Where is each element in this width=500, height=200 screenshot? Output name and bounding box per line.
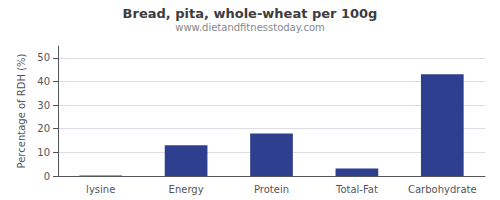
svg-text:40: 40 [37,76,50,87]
svg-text:www.dietandfitnesstoday.com: www.dietandfitnesstoday.com [175,22,324,33]
svg-text:Bread, pita, whole-wheat per 1: Bread, pita, whole-wheat per 100g [123,6,378,21]
svg-text:lysine: lysine [86,184,115,195]
svg-text:10: 10 [37,147,50,158]
svg-text:Energy: Energy [169,184,204,195]
svg-text:50: 50 [37,52,50,63]
svg-text:Carbohydrate: Carbohydrate [408,184,477,195]
svg-text:Protein: Protein [254,184,289,195]
svg-text:Percentage of RDH (%): Percentage of RDH (%) [16,53,27,168]
svg-text:Total-Fat: Total-Fat [335,184,378,195]
svg-text:20: 20 [37,123,50,134]
svg-text:0: 0 [44,171,50,182]
svg-text:30: 30 [37,100,50,111]
